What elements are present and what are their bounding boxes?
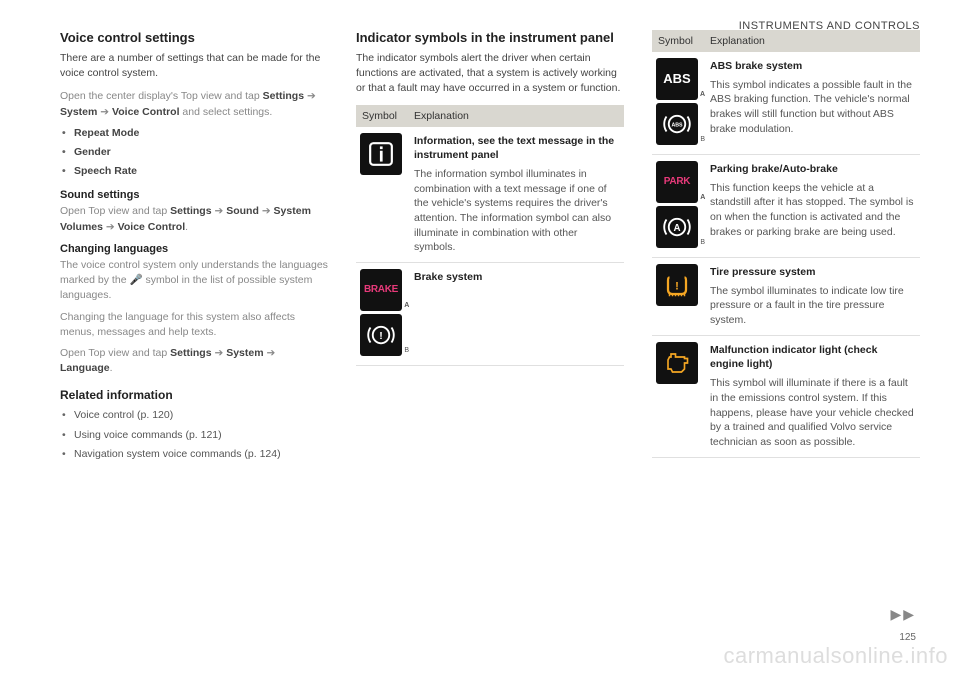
row-body: The information symbol illuminates in co… (414, 167, 618, 255)
list-item: Navigation system voice commands (p. 124… (60, 447, 328, 462)
check-engine-icon (656, 342, 698, 384)
column-2: Indicator symbols in the instrument pane… (356, 30, 624, 472)
column-1: Voice control settings There are a numbe… (60, 30, 328, 472)
list-item: Speech Rate (60, 164, 328, 179)
row-title: Brake system (414, 270, 618, 285)
related-list: Voice control (p. 120) Using voice comma… (60, 408, 328, 462)
th-symbol: Symbol (652, 30, 704, 52)
page-content: Voice control settings There are a numbe… (0, 0, 960, 472)
svg-text:A: A (673, 223, 680, 234)
abs-circle-icon: ABS B (656, 103, 698, 145)
row-body: The symbol illuminates to indicate low t… (710, 284, 914, 328)
table-row: PARKA A B Parking brake/Auto-brake This … (652, 155, 920, 258)
row-body: This function keeps the vehicle at a sta… (710, 181, 914, 240)
sound-settings-text: Open Top view and tap Settings ➔ Sound ➔… (60, 204, 328, 234)
page-number: 125 (899, 632, 916, 643)
th-explanation: Explanation (408, 105, 624, 127)
table-row: BRAKEA ! B Brake system (356, 263, 624, 366)
row-title: Parking brake/Auto-brake (710, 162, 914, 177)
lang-p2: Changing the language for this system al… (60, 310, 328, 340)
list-item: Gender (60, 145, 328, 160)
table-row: ! Tire pressure system The symbol illumi… (652, 258, 920, 336)
row-body: This symbol will illuminate if there is … (710, 376, 914, 449)
row-body: This symbol indicates a possible fault i… (710, 78, 914, 137)
voice-intro: There are a number of settings that can … (60, 51, 328, 81)
svg-text:ABS: ABS (671, 122, 683, 128)
list-item: Voice control (p. 120) (60, 408, 328, 423)
section-header: INSTRUMENTS AND CONTROLS (739, 20, 920, 32)
indicator-intro: The indicator symbols alert the driver w… (356, 51, 624, 97)
symbols-table-2: Symbol Explanation ABSA ABS B ABS brake … (652, 30, 920, 458)
th-explanation: Explanation (704, 30, 920, 52)
table-row: ABSA ABS B ABS brake system This symbol … (652, 52, 920, 155)
brake-text-icon: BRAKEA (360, 269, 402, 311)
list-item: Using voice commands (p. 121) (60, 428, 328, 443)
sound-settings-heading: Sound settings (60, 189, 328, 201)
row-title: Information, see the text message in the… (414, 134, 618, 163)
voice-open-text: Open the center display's Top view and t… (60, 89, 328, 119)
changing-languages-heading: Changing languages (60, 243, 328, 255)
voice-options-list: Repeat Mode Gender Speech Rate (60, 126, 328, 180)
row-title: Malfunction indicator light (check engin… (710, 343, 914, 372)
auto-brake-icon: A B (656, 206, 698, 248)
info-icon (360, 133, 402, 175)
th-symbol: Symbol (356, 105, 408, 127)
row-title: Tire pressure system (710, 265, 914, 280)
column-3: Symbol Explanation ABSA ABS B ABS brake … (652, 30, 920, 472)
table-row: Information, see the text message in the… (356, 127, 624, 263)
table-row: Malfunction indicator light (check engin… (652, 335, 920, 457)
abs-text-icon: ABSA (656, 58, 698, 100)
symbols-table-1: Symbol Explanation Information, see the … (356, 105, 624, 367)
voice-settings-heading: Voice control settings (60, 30, 328, 47)
watermark: carmanualsonline.info (723, 643, 948, 669)
indicator-heading: Indicator symbols in the instrument pane… (356, 30, 624, 47)
list-item: Repeat Mode (60, 126, 328, 141)
lang-open: Open Top view and tap Settings ➔ System … (60, 346, 328, 376)
row-title: ABS brake system (710, 59, 914, 74)
svg-text:!: ! (675, 281, 679, 293)
park-text-icon: PARKA (656, 161, 698, 203)
related-info-heading: Related information (60, 388, 328, 402)
brake-circle-icon: ! B (360, 314, 402, 356)
lang-p1: The voice control system only understand… (60, 258, 328, 304)
svg-text:!: ! (379, 330, 383, 342)
continued-icon: ▶▶ (890, 606, 916, 623)
tire-pressure-icon: ! (656, 264, 698, 306)
